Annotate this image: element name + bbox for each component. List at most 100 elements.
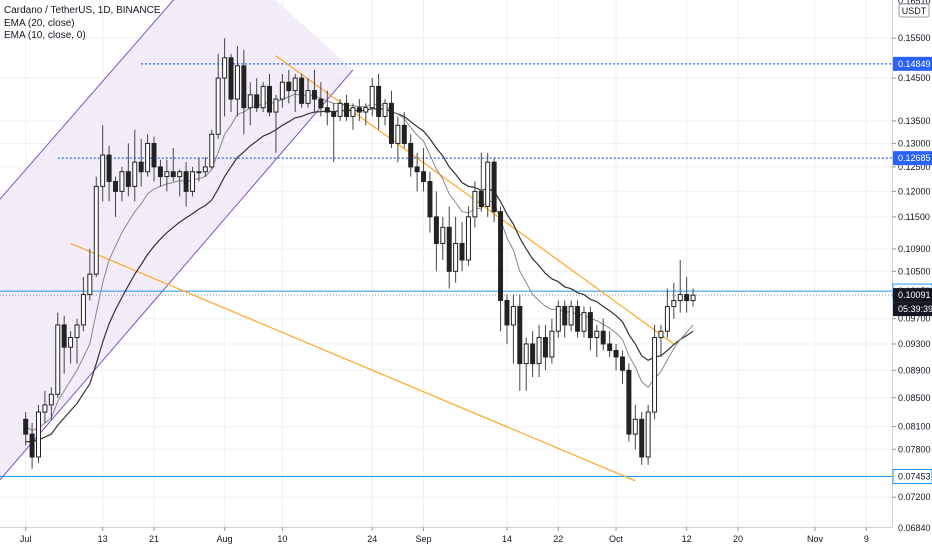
candle: [369, 78, 375, 117]
x-tick-label: 24: [367, 534, 377, 544]
candle-body: [267, 85, 273, 113]
candle-body: [202, 166, 208, 173]
candle-body: [337, 102, 343, 117]
candle-body: [369, 85, 375, 109]
candle: [324, 90, 330, 126]
candle-body: [395, 124, 401, 144]
candle: [421, 148, 427, 192]
candle-body: [530, 343, 536, 365]
candle-body: [350, 107, 356, 117]
ema10-legend[interactable]: EMA (10, close, 0): [4, 30, 86, 41]
candle: [132, 129, 138, 202]
current-price-tag-text: 0.10091: [898, 290, 931, 300]
candle: [465, 206, 471, 266]
candle-body: [677, 294, 683, 302]
candle-body: [157, 166, 163, 178]
candle-body: [132, 161, 138, 187]
level-price-tag-bg: [893, 151, 932, 166]
y-tick-label: 0.08900: [898, 365, 931, 375]
candle-body: [619, 356, 625, 371]
candle-body: [376, 85, 382, 117]
candle: [254, 78, 260, 113]
candle: [183, 162, 189, 207]
currency-badge[interactable]: USDT: [898, 3, 930, 18]
currency-badge-box: [898, 3, 930, 18]
x-tick-label: Sep: [416, 534, 432, 544]
candle: [106, 145, 112, 202]
candle-body: [138, 161, 144, 173]
y-tick-label: 0.07800: [898, 444, 931, 454]
current-price-tag: 0.10091: [893, 288, 932, 303]
candle-body: [472, 190, 478, 218]
candle: [401, 112, 407, 149]
candle: [80, 277, 86, 332]
candle: [279, 73, 285, 108]
candle: [29, 422, 35, 469]
candle-body: [626, 369, 632, 435]
y-tick-label: 0.08500: [898, 393, 931, 403]
candle: [363, 103, 369, 126]
candle-body: [228, 57, 234, 100]
candle: [453, 216, 459, 283]
candle-body: [305, 90, 311, 104]
support-trend-line: [70, 242, 636, 482]
candle-body: [145, 142, 151, 173]
x-tick-label: Nov: [807, 534, 824, 544]
symbol-title[interactable]: Cardano / TetherUS, 1D, BINANCE: [4, 5, 161, 16]
candle-body: [575, 306, 581, 332]
level-price-tag-text: 0.12685: [898, 153, 931, 163]
candle: [459, 222, 465, 272]
candle-body: [113, 180, 119, 192]
candle: [433, 191, 439, 272]
candle-body: [632, 418, 638, 435]
candle-body: [446, 226, 452, 272]
y-tick-label: 0.11500: [898, 212, 930, 222]
candle-body: [292, 77, 298, 92]
y-tick-label: 0.10900: [898, 244, 931, 254]
candle: [241, 49, 247, 135]
candle-body: [421, 171, 427, 182]
x-tick-label: 12: [682, 534, 692, 544]
candle-body: [427, 180, 433, 218]
candle-body: [273, 98, 279, 113]
candle: [626, 363, 632, 442]
candle: [138, 138, 144, 187]
candle-body: [279, 81, 285, 100]
candle-body: [36, 411, 41, 458]
y-tick-label: 0.07200: [898, 492, 931, 502]
candle-body: [542, 337, 548, 358]
candle-body: [549, 330, 555, 358]
candle: [575, 300, 581, 338]
y-tick-label: 0.13500: [898, 116, 931, 126]
chart-legend: Cardano / TetherUS, 1D, BINANCE EMA (20,…: [4, 5, 161, 43]
ema20-legend[interactable]: EMA (20, close): [4, 17, 75, 29]
candle: [581, 306, 587, 338]
x-tick-label: 13: [98, 534, 108, 544]
candle-body: [658, 330, 664, 339]
candle-body: [485, 161, 491, 208]
candle: [652, 324, 658, 420]
candle: [344, 94, 350, 121]
candle-body: [568, 306, 574, 326]
candle-body: [388, 102, 394, 144]
level-price-tag-text: 0.07453: [898, 471, 931, 481]
candle: [177, 169, 183, 197]
candle-body: [61, 324, 67, 348]
candle-body: [671, 300, 677, 308]
candle: [170, 148, 176, 182]
candle: [247, 82, 253, 126]
x-tick-label: 20: [733, 534, 743, 544]
candle-body: [87, 273, 93, 296]
level-price-tag: 0.14849: [893, 56, 932, 71]
candle: [530, 331, 536, 378]
candle-body: [74, 324, 80, 339]
level-price-tag: 0.07453: [892, 468, 932, 484]
candle: [48, 387, 54, 420]
candle: [299, 73, 305, 108]
y-tick-label: 0.10500: [898, 266, 931, 276]
candle-body: [453, 242, 459, 272]
candle: [414, 152, 420, 192]
countdown-text: 05:39:39: [898, 304, 932, 314]
